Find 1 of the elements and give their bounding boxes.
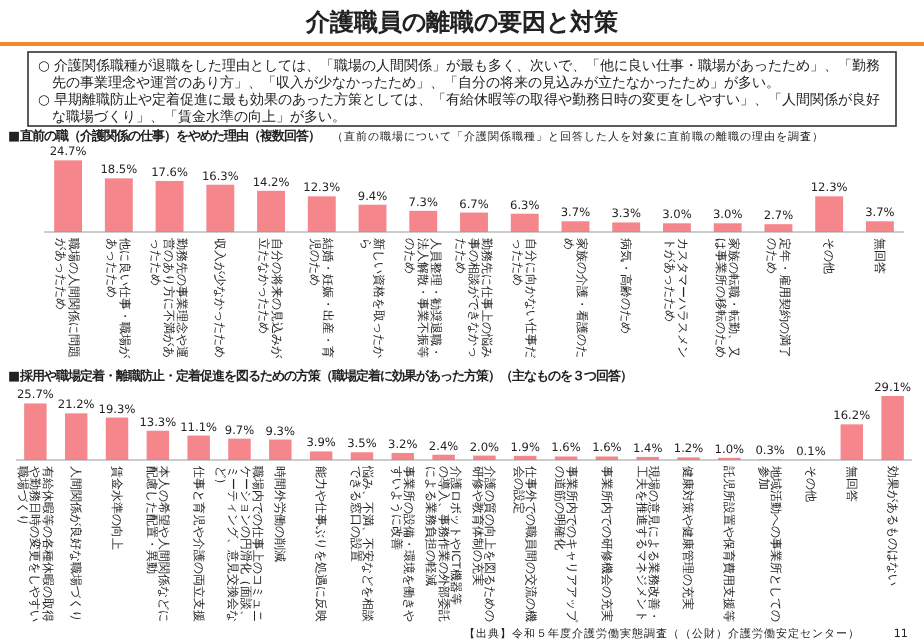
- text: 介護職員の離職の要因と対策: [304, 8, 620, 36]
